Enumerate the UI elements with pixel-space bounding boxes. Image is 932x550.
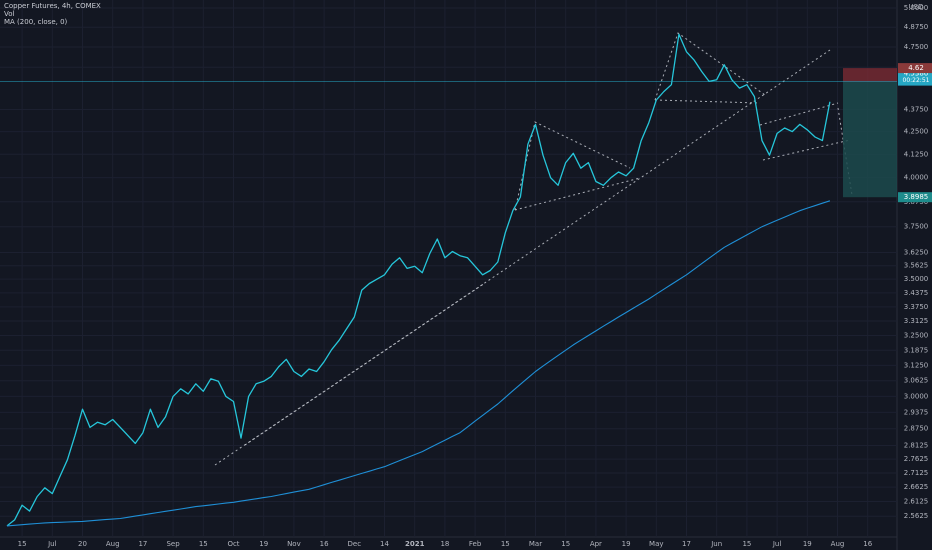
stop-zone	[843, 68, 897, 82]
indicator-label: MA (200, close, 0)	[4, 18, 68, 26]
y-tick-label: 4.0000	[904, 174, 929, 182]
series-line	[6, 200, 831, 527]
y-tick-label: 3.2500	[904, 332, 929, 340]
x-tick-label: Sep	[166, 540, 180, 548]
y-tick-label: 3.3750	[904, 303, 929, 311]
x-tick-label: 17	[682, 540, 691, 548]
currency-label: USD	[909, 3, 924, 11]
chart-title: Copper Futures, 4h, COMEX	[4, 2, 101, 10]
y-tick-label: 3.3125	[904, 317, 929, 325]
x-tick-label: 19	[259, 540, 268, 548]
trendline	[514, 121, 631, 211]
y-tick-label: 4.7500	[904, 43, 929, 51]
x-tick-label: 15	[199, 540, 208, 548]
y-tick-label: 2.8750	[904, 425, 929, 433]
y-tick-label: 2.7625	[904, 455, 929, 463]
x-tick-label: 19	[803, 540, 812, 548]
y-tick-label: 3.1250	[904, 361, 929, 369]
y-tick-label: 2.6625	[904, 483, 929, 491]
y-tick-label: 2.6125	[904, 498, 929, 506]
y-tick-label: 4.1250	[904, 150, 929, 158]
x-tick-label: 16	[863, 540, 872, 548]
y-tick-label: 3.0625	[904, 377, 929, 385]
y-tick-label: 5.0000	[904, 4, 929, 12]
x-tick-label: 15	[742, 540, 751, 548]
x-tick-label: Jul	[47, 540, 57, 548]
y-tick-label: 3.1875	[904, 346, 929, 354]
x-tick-label: Aug	[106, 540, 120, 548]
stop-label: 4.62	[908, 64, 924, 72]
x-tick-label: 20	[78, 540, 87, 548]
trendline	[214, 49, 831, 466]
y-tick-label: 3.5625	[904, 262, 929, 270]
countdown-label: 00:22:51	[903, 77, 930, 84]
x-tick-label: 17	[138, 540, 147, 548]
grid	[0, 0, 897, 537]
y-tick-label: 4.2500	[904, 128, 929, 136]
indicator-label: Vol	[4, 10, 15, 18]
series-line	[6, 33, 831, 527]
trendline	[244, 282, 486, 446]
x-tick-label: Apr	[590, 540, 602, 548]
stop-box	[898, 63, 932, 74]
y-tick-label: 3.4375	[904, 289, 929, 297]
x-tick-label: 15	[18, 540, 27, 548]
y-tick-label: 4.3750	[904, 106, 929, 114]
x-tick-label: 2021	[405, 540, 425, 548]
x-tick-label: 15	[501, 540, 510, 548]
x-tick-label: 16	[320, 540, 329, 548]
y-tick-label: 2.9375	[904, 408, 929, 416]
y-tick-label: 3.5000	[904, 275, 929, 283]
y-tick-label: 3.0000	[904, 392, 929, 400]
target-zone	[843, 81, 897, 198]
plot	[6, 33, 897, 527]
last-price-label: 4.5386	[904, 70, 929, 78]
x-tick-label: Aug	[831, 540, 845, 548]
x-tick-label: 14	[380, 540, 389, 548]
trendline	[759, 102, 839, 126]
x-tick-label: Oct	[227, 540, 239, 548]
x-tick-label: Mar	[529, 540, 542, 548]
y-tick-label: 3.7500	[904, 223, 929, 231]
trendlines	[214, 32, 853, 466]
x-tick-label: May	[649, 540, 663, 548]
trendline	[654, 32, 766, 101]
y-tick-label: 3.6250	[904, 249, 929, 257]
x-tick-label: Feb	[469, 540, 482, 548]
trendline	[514, 177, 641, 211]
y-tick-label: 2.7125	[904, 469, 929, 477]
x-tick-label: Nov	[287, 540, 301, 548]
x-tick-label: 15	[561, 540, 570, 548]
y-tick-label: 4.8750	[904, 23, 929, 31]
x-tick-label: Jun	[710, 540, 722, 548]
x-tick-label: Jul	[772, 540, 782, 548]
x-tick-label: Dec	[348, 540, 362, 548]
target-box	[898, 192, 932, 203]
x-tick-label: 19	[622, 540, 631, 548]
target-label: 3.8985	[904, 193, 929, 201]
y-tick-label: 2.5625	[904, 512, 929, 520]
x-tick-label: 18	[440, 540, 449, 548]
y-tick-label: 2.8125	[904, 441, 929, 449]
